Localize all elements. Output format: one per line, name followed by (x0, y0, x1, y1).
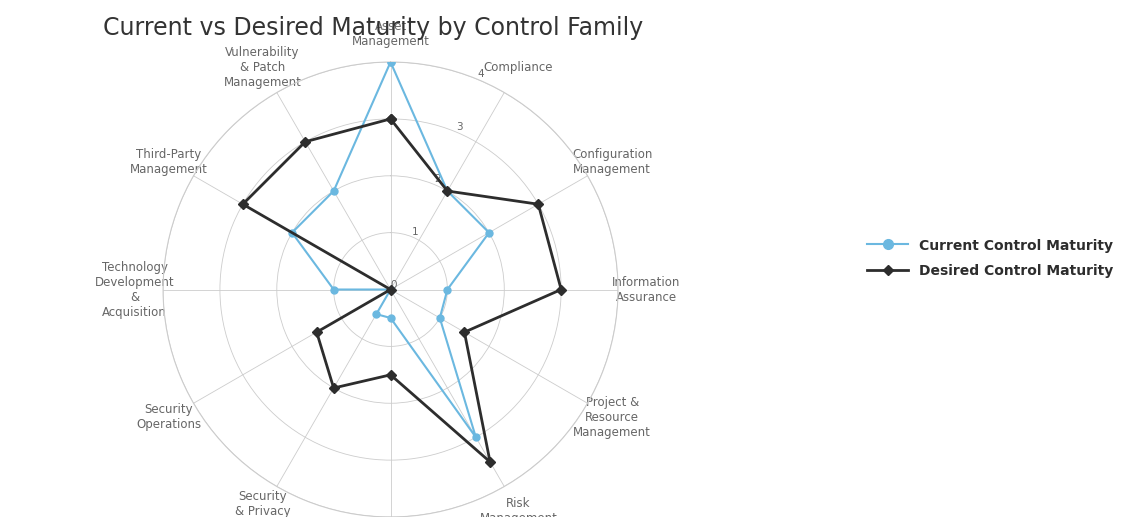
Legend: Current Control Maturity, Desired Control Maturity: Current Control Maturity, Desired Contro… (867, 239, 1114, 278)
Text: Current vs Desired Maturity by Control Family: Current vs Desired Maturity by Control F… (103, 16, 644, 39)
